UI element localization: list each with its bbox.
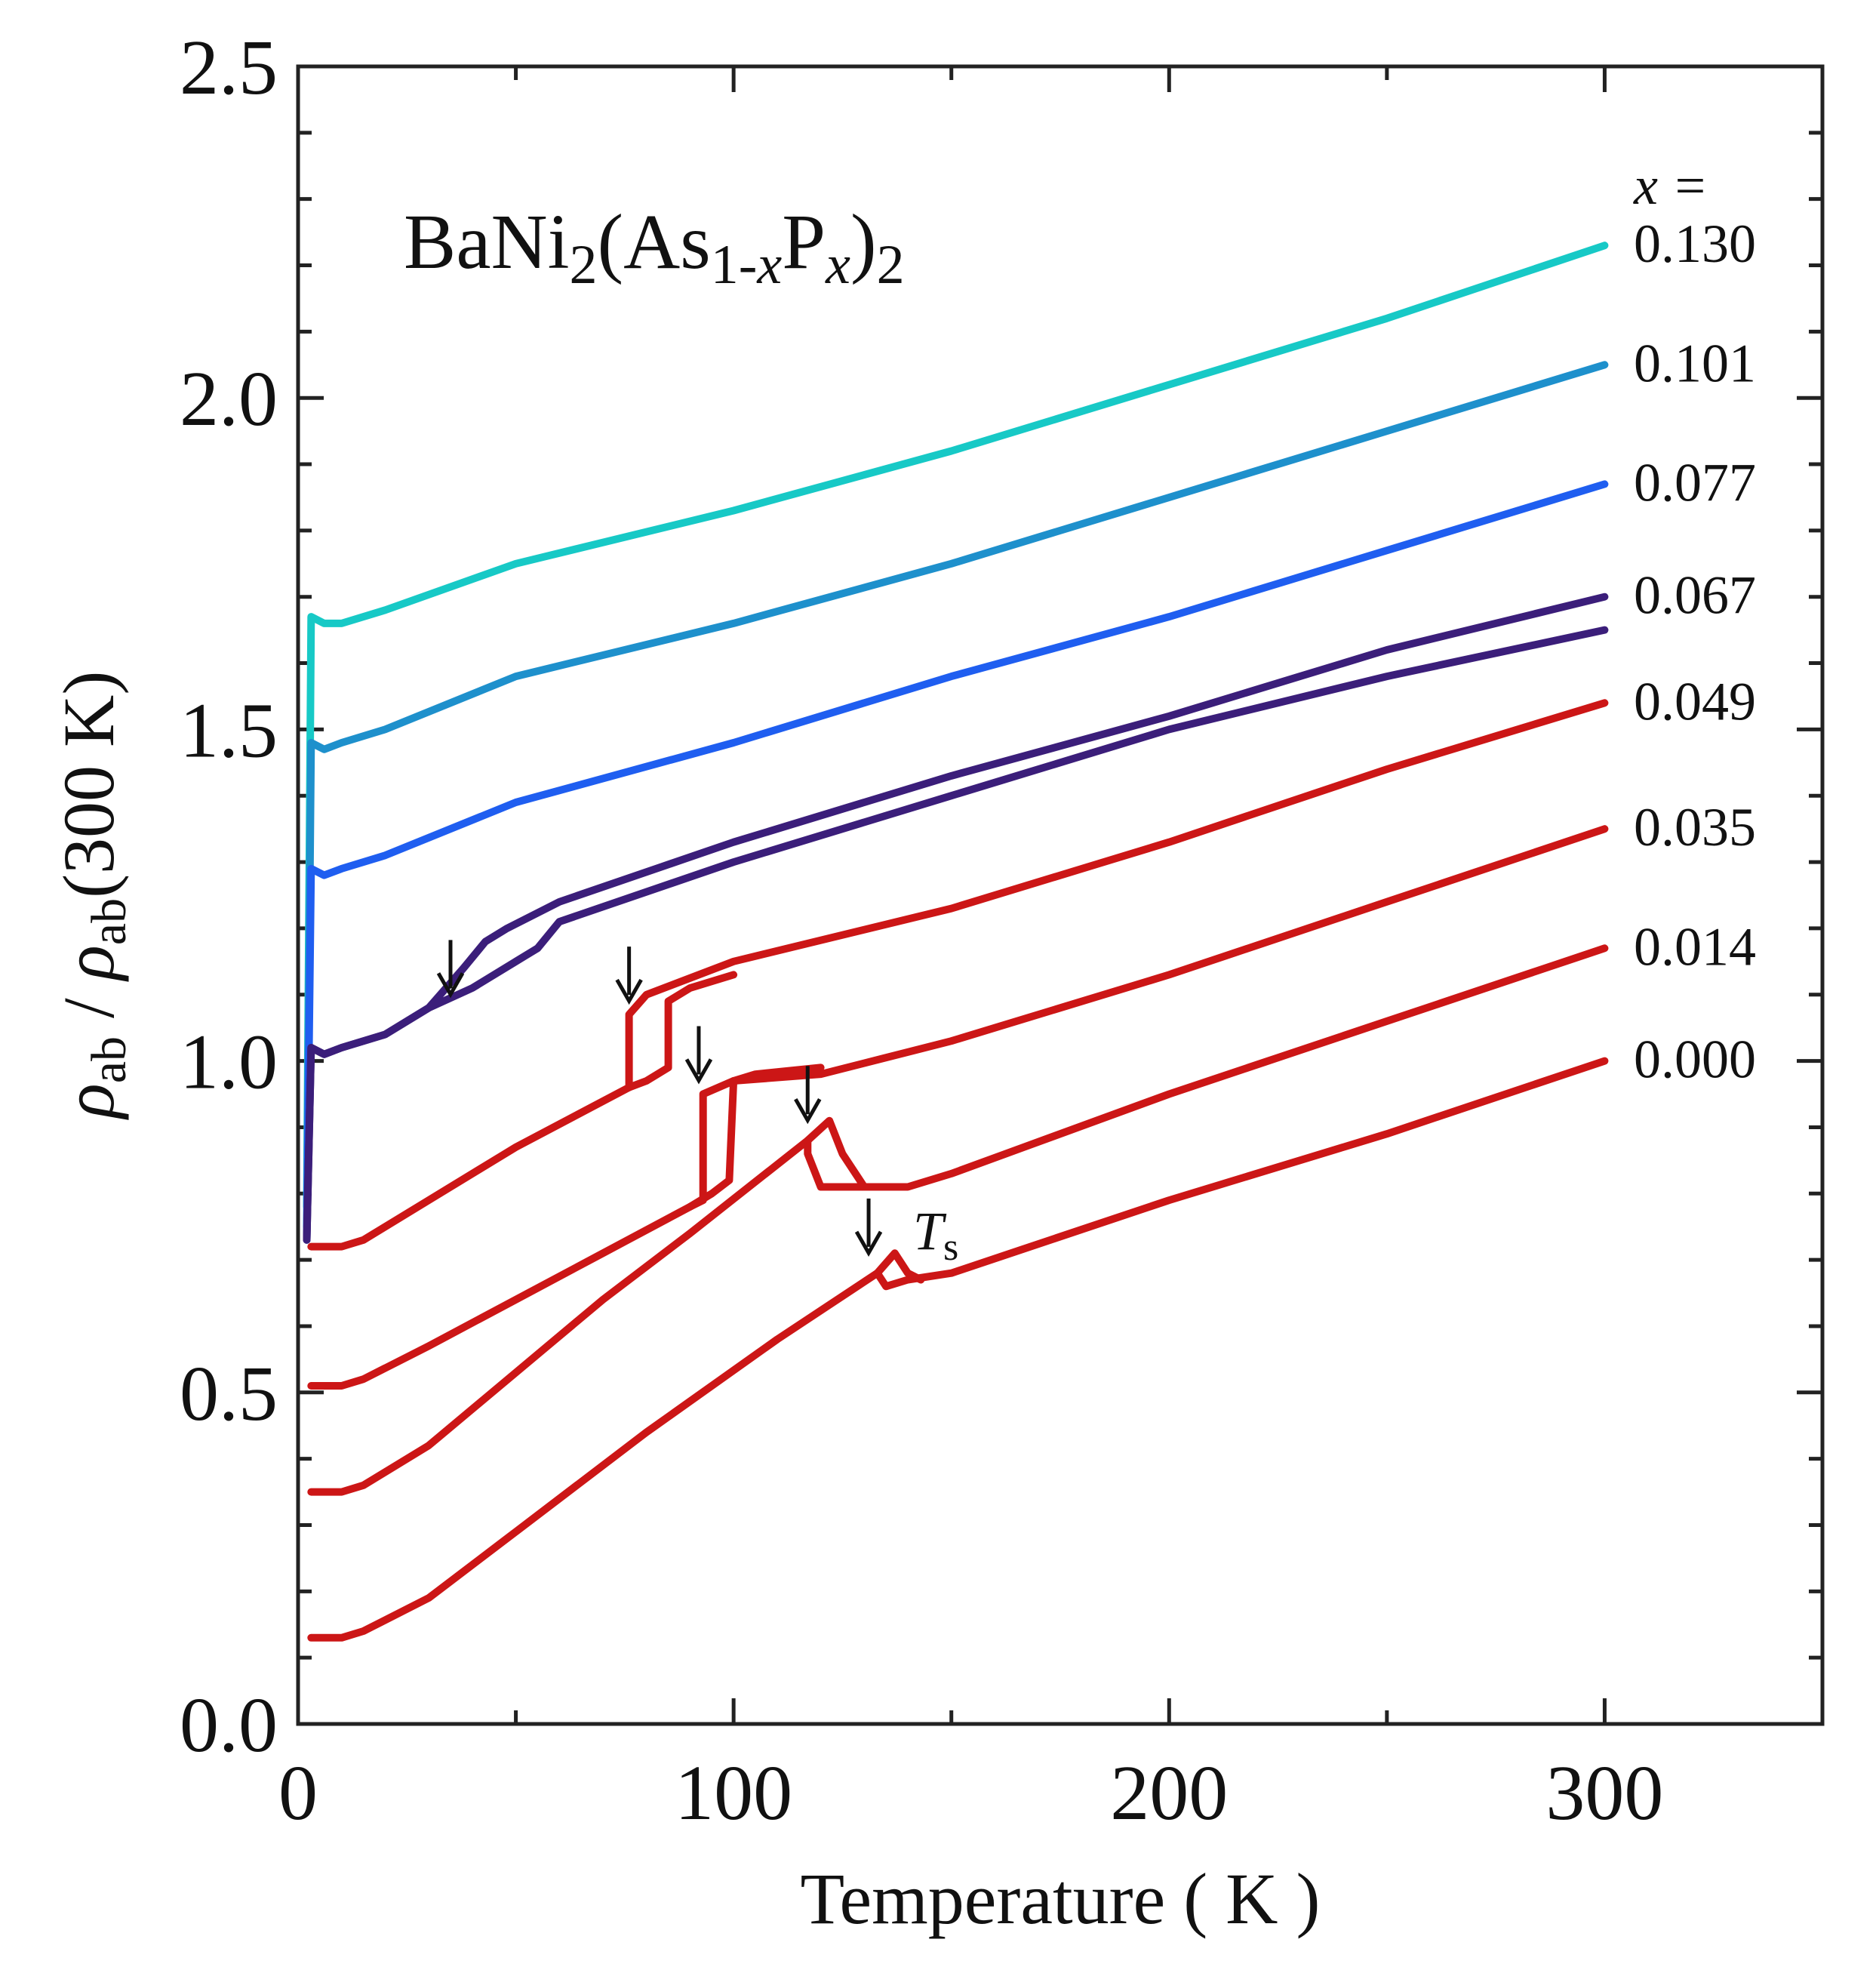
- y-axis-suffix: (300 K): [48, 671, 129, 898]
- series-line-0.049: [307, 699, 1609, 1251]
- ts-annotation-t: T: [913, 1201, 947, 1261]
- title-sub4: x: [825, 234, 850, 296]
- title-base: BaNi: [404, 199, 570, 285]
- series-line-0.067: [303, 593, 1609, 1244]
- series-label: 0.049: [1634, 671, 1756, 731]
- title-open: (As: [598, 199, 711, 285]
- series-line-0.014: [307, 944, 1609, 1496]
- x-tick-label: 300: [1545, 1750, 1663, 1836]
- series-group: [303, 242, 1609, 1642]
- series-line-0.035: [307, 825, 1609, 1390]
- series-labels: 0.130 0.101 0.077 0.067 0.049 0.035 0.014 0.000: [1634, 214, 1756, 1089]
- series-line-branch: [873, 1249, 925, 1284]
- series-label: 0.101: [1634, 333, 1756, 393]
- ts-annotation: Ts: [913, 1201, 958, 1269]
- series-label: 0.067: [1634, 565, 1756, 626]
- transition-arrow: [684, 1026, 713, 1085]
- series-line-branch: [303, 626, 1609, 1244]
- plot-frame: [296, 64, 1825, 1726]
- series-line-0.000: [307, 1057, 1609, 1642]
- y-axis-rho-2: ρ: [48, 945, 129, 982]
- series-line-branch: [686, 1064, 825, 1211]
- series-line-branch: [804, 1116, 869, 1191]
- transition-arrow: [854, 1198, 883, 1257]
- y-tick-label: 0.5: [180, 1350, 278, 1437]
- chart-title: BaNi2(As1-xPx)2: [404, 199, 905, 296]
- title-p: P: [782, 199, 826, 285]
- legend-header: x =: [1633, 155, 1708, 216]
- y-axis-sub-2: ab: [81, 898, 137, 945]
- y-axis-title: ρab / ρab(300 K): [48, 671, 137, 1121]
- y-tick-label: 1.0: [180, 1019, 278, 1106]
- title-sub1: 2: [570, 234, 598, 296]
- series-line-0.101: [303, 361, 1609, 1231]
- y-tick-labels: 0.0 0.5 1.0 1.5 2.0 2.5: [180, 24, 278, 1768]
- series-label: 0.000: [1634, 1030, 1756, 1090]
- y-tick-label: 2.5: [180, 24, 278, 111]
- y-tick-label: 0.0: [180, 1682, 278, 1768]
- series-line-branch: [625, 971, 738, 1091]
- x-tick-label: 0: [278, 1750, 318, 1836]
- y-axis-sub-1: ab: [81, 1036, 137, 1083]
- x-tick-labels: 0 100 200 300: [278, 1750, 1663, 1836]
- y-tick-label: 1.5: [180, 687, 278, 774]
- x-tick-label: 100: [675, 1750, 792, 1836]
- transition-arrows: [436, 940, 883, 1257]
- transition-arrow: [794, 1066, 822, 1125]
- title-sub2: 1-: [711, 234, 758, 296]
- series-line-0.130: [303, 242, 1609, 1211]
- series-line-0.077: [303, 480, 1609, 1244]
- series-label: 0.130: [1634, 214, 1756, 274]
- y-axis-sep: /: [48, 980, 129, 1036]
- y-axis-rho-1: ρ: [48, 1083, 129, 1120]
- title-close: ): [850, 199, 877, 285]
- title-sub3: x: [756, 234, 782, 296]
- x-tick-label: 200: [1110, 1750, 1228, 1836]
- y-tick-label: 2.0: [180, 356, 278, 442]
- ts-annotation-sub: s: [943, 1226, 958, 1269]
- series-label: 0.035: [1634, 797, 1756, 857]
- x-axis-title: Temperature ( K ): [801, 1858, 1321, 1939]
- series-label: 0.077: [1634, 452, 1756, 513]
- transition-arrow: [615, 947, 643, 1005]
- axis-ticks: [296, 64, 1825, 1726]
- transition-arrow: [436, 940, 465, 999]
- title-sub5: 2: [877, 234, 905, 296]
- series-label: 0.014: [1634, 916, 1756, 977]
